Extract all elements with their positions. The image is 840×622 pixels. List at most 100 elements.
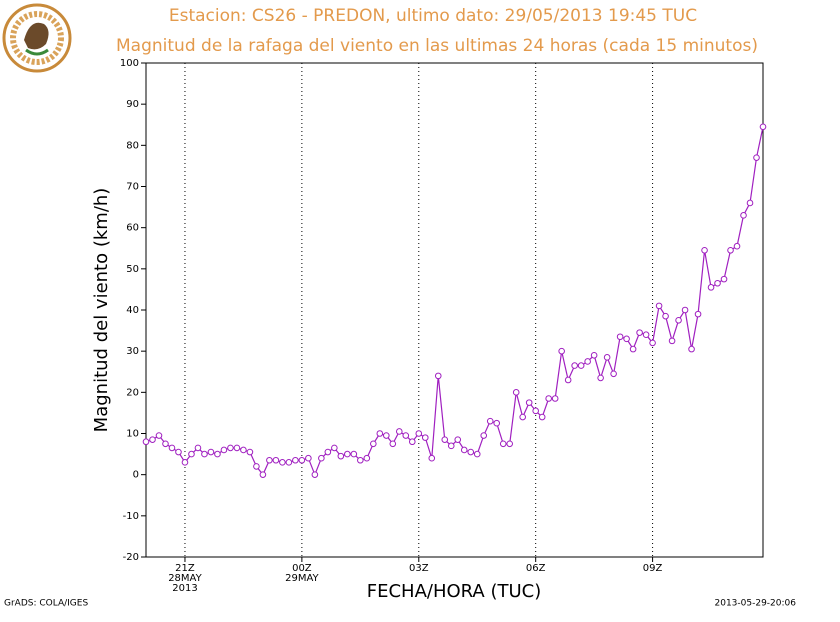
data-point [155,432,163,439]
y-tick-label: 30 [126,346,139,357]
data-point [727,247,734,254]
x-tick-label: 21Z [175,563,195,574]
x-tick-label: 03Z [409,563,429,574]
data-point [318,454,325,462]
data-point [519,413,526,421]
data-point [337,452,345,460]
data-point [740,212,747,219]
data-point [707,284,715,291]
data-point [447,442,455,450]
data-point [668,337,676,345]
data-point [454,436,462,443]
data-point [538,413,546,421]
data-point [220,446,228,454]
data-point [532,407,539,415]
data-point [415,430,423,437]
data-point [285,459,293,466]
data-point [188,450,195,458]
x-tick-label: 00Z [292,563,312,574]
data-point [272,456,280,464]
data-point [142,438,150,446]
data-point [201,450,208,458]
data-point [597,374,604,382]
data-point [642,331,650,339]
data-point [506,440,514,448]
x-tick-label: 06Z [526,563,546,574]
data-point [181,459,189,466]
data-point [162,440,169,448]
data-point [428,454,436,462]
data-point [376,430,384,437]
data-point [434,372,442,380]
y-tick-label: 20 [126,387,139,398]
data-point [305,454,312,462]
data-point [688,345,695,353]
data-point [603,354,611,361]
data-point [350,450,358,458]
y-tick-label: 70 [126,182,139,193]
data-point [311,471,319,478]
chart-subtitle: Magnitud de la rafaga del viento en las … [116,36,758,56]
data-point [577,362,585,369]
data-point [558,347,565,355]
logo [2,3,72,73]
data-point [610,370,617,378]
data-point [259,471,267,478]
data-point [467,448,475,456]
data-point [460,446,468,454]
data-point [759,123,767,131]
data-point [214,450,221,458]
data-point [675,316,682,324]
data-point [344,450,351,458]
y-tick-label: 90 [126,99,139,110]
data-point [389,440,397,448]
data-point [551,395,559,402]
x-tick-sublabel: 29MAY [285,573,319,584]
data-point [370,440,377,448]
y-tick-label: 50 [126,264,139,275]
data-point [571,362,578,369]
data-point [395,428,403,435]
data-point [227,444,234,452]
data-point [493,419,501,427]
data-point [253,463,260,470]
x-tick-sublabel: 28MAY [168,573,202,584]
data-point [681,306,689,314]
data-point [246,448,254,456]
chart-title: Estacion: CS26 - PREDON, ultimo dato: 29… [169,6,697,26]
data-point [441,436,449,443]
data-point [649,339,656,347]
data-point [753,154,760,161]
data-point [408,438,416,446]
y-tick-label: -10 [123,511,139,522]
data-point [363,454,371,462]
data-point [149,436,156,443]
data-point [292,456,299,464]
data-point [473,450,481,458]
x-tick-label: 09Z [643,563,663,574]
data-point [421,434,429,441]
data-point [701,247,708,254]
data-point [629,345,637,353]
data-point [636,329,643,336]
data-point [486,417,494,425]
data-point [623,335,630,343]
y-tick-label: 80 [126,140,139,151]
data-point [746,199,754,207]
data-point [207,448,215,456]
data-point [175,448,182,456]
data-point [383,432,390,439]
data-point [512,389,520,396]
data-point [616,333,624,341]
y-tick-label: -20 [123,552,139,563]
data-point [499,440,507,448]
data-point [279,459,286,466]
x-axis-title: FECHA/HORA (TUC) [367,581,542,602]
data-point [331,444,338,452]
data-point [545,395,552,402]
data-point [564,376,572,384]
y-tick-label: 60 [126,223,139,234]
data-point [662,312,669,320]
